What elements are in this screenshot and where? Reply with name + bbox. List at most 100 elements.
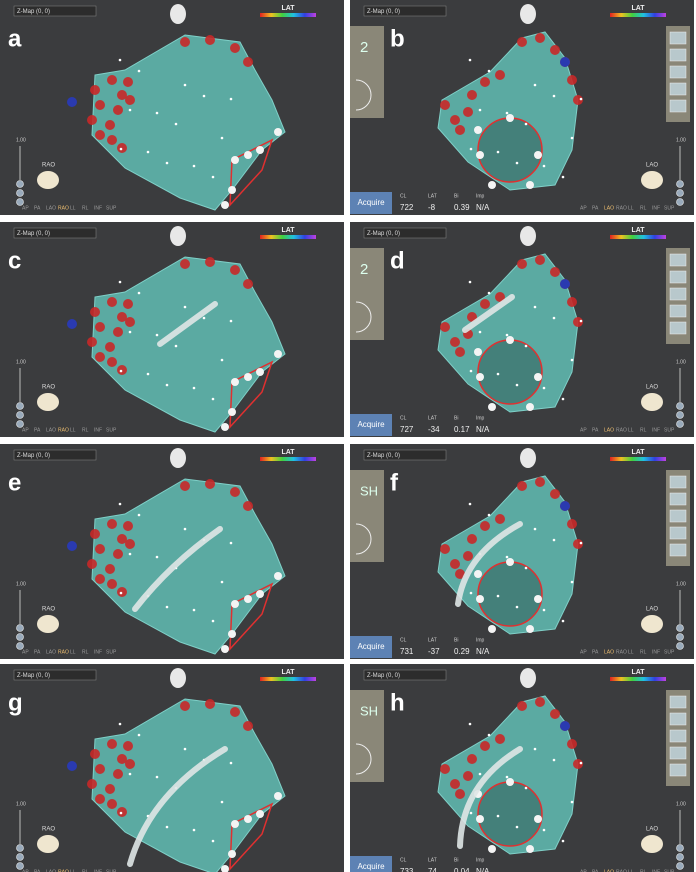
view-button[interactable]: SUP	[106, 427, 117, 433]
toolbar-button[interactable]	[670, 322, 686, 334]
red-point	[107, 75, 117, 85]
toolbar-button[interactable]	[670, 713, 686, 725]
view-button[interactable]: LL	[628, 205, 634, 211]
view-button[interactable]: LAO	[46, 205, 56, 211]
view-button[interactable]: AP	[22, 649, 29, 655]
view-button[interactable]: AP	[22, 427, 29, 433]
red-point	[125, 539, 135, 549]
zoom-button[interactable]	[17, 190, 24, 197]
red-point	[550, 489, 560, 499]
white-marker	[231, 600, 239, 608]
view-button[interactable]: LL	[628, 649, 634, 655]
zoom-button[interactable]	[17, 625, 24, 632]
view-button[interactable]: RAO	[616, 427, 627, 433]
zoom-button[interactable]	[17, 854, 24, 861]
view-button[interactable]: SUP	[106, 205, 117, 211]
zoom-button[interactable]	[677, 412, 684, 419]
view-button[interactable]: PA	[592, 427, 599, 433]
view-button[interactable]: INF	[94, 649, 102, 655]
toolbar-button[interactable]	[670, 254, 686, 266]
view-button[interactable]: PA	[34, 205, 41, 211]
view-button[interactable]: AP	[580, 427, 587, 433]
toolbar-button[interactable]	[670, 83, 686, 95]
scale-label: 1.00	[16, 801, 26, 807]
view-button[interactable]: RL	[82, 649, 89, 655]
zoom-button[interactable]	[677, 199, 684, 206]
toolbar-button[interactable]	[670, 747, 686, 759]
view-button[interactable]: INF	[652, 649, 660, 655]
red-point	[230, 265, 240, 275]
toolbar-button[interactable]	[670, 100, 686, 112]
toolbar-button[interactable]	[670, 271, 686, 283]
toolbar-button[interactable]	[670, 305, 686, 317]
view-button[interactable]: LAO	[604, 649, 614, 655]
zoom-button[interactable]	[677, 421, 684, 428]
view-button[interactable]: LL	[628, 427, 634, 433]
toolbar-button[interactable]	[670, 764, 686, 776]
zoom-button[interactable]	[677, 854, 684, 861]
zoom-button[interactable]	[17, 845, 24, 852]
view-button[interactable]: RL	[640, 427, 647, 433]
toolbar-button[interactable]	[670, 66, 686, 78]
view-button[interactable]: RL	[82, 205, 89, 211]
view-button[interactable]: INF	[94, 427, 102, 433]
view-button[interactable]: RAO	[616, 649, 627, 655]
readout-value: 731	[400, 647, 414, 656]
view-button[interactable]: LAO	[604, 205, 614, 211]
view-button[interactable]: PA	[592, 205, 599, 211]
view-button[interactable]: PA	[34, 427, 41, 433]
zoom-button[interactable]	[17, 634, 24, 641]
zoom-button[interactable]	[677, 625, 684, 632]
white-point	[129, 553, 132, 556]
zoom-button[interactable]	[17, 181, 24, 188]
view-button[interactable]: RL	[82, 427, 89, 433]
toolbar-button[interactable]	[670, 49, 686, 61]
zoom-button[interactable]	[677, 845, 684, 852]
toolbar-button[interactable]	[670, 696, 686, 708]
view-button[interactable]: AP	[580, 649, 587, 655]
view-button[interactable]: LAO	[604, 427, 614, 433]
view-button[interactable]: PA	[34, 649, 41, 655]
zoom-button[interactable]	[677, 643, 684, 650]
view-button[interactable]: SUP	[664, 427, 675, 433]
view-button[interactable]: SUP	[106, 649, 117, 655]
view-button[interactable]: LL	[70, 205, 76, 211]
view-button[interactable]: PA	[592, 649, 599, 655]
view-button[interactable]: LL	[70, 649, 76, 655]
view-button[interactable]: AP	[580, 205, 587, 211]
zoom-button[interactable]	[17, 403, 24, 410]
view-button[interactable]: SUP	[664, 649, 675, 655]
toolbar-button[interactable]	[670, 32, 686, 44]
red-point	[440, 100, 450, 110]
white-marker	[244, 815, 252, 823]
zoom-button[interactable]	[17, 412, 24, 419]
view-button[interactable]: INF	[94, 205, 102, 211]
zoom-button[interactable]	[677, 190, 684, 197]
view-button[interactable]: RAO	[58, 649, 69, 655]
view-button[interactable]: AP	[22, 205, 29, 211]
view-button[interactable]: LL	[70, 427, 76, 433]
toolbar-button[interactable]	[670, 510, 686, 522]
view-button[interactable]: RL	[640, 205, 647, 211]
toolbar-button[interactable]	[670, 527, 686, 539]
toolbar-button[interactable]	[670, 288, 686, 300]
view-button[interactable]: RAO	[58, 427, 69, 433]
view-button[interactable]: SUP	[664, 205, 675, 211]
toolbar-button[interactable]	[670, 544, 686, 556]
view-button[interactable]: LAO	[46, 427, 56, 433]
view-button[interactable]: LAO	[46, 649, 56, 655]
toolbar-button[interactable]	[670, 476, 686, 488]
red-point	[107, 297, 117, 307]
view-button[interactable]: RAO	[58, 205, 69, 211]
view-button[interactable]: RAO	[616, 205, 627, 211]
zoom-button[interactable]	[677, 403, 684, 410]
view-button[interactable]: INF	[652, 427, 660, 433]
view-button[interactable]: RL	[640, 649, 647, 655]
view-button[interactable]: INF	[652, 205, 660, 211]
toolbar-button[interactable]	[670, 493, 686, 505]
toolbar-button[interactable]	[670, 730, 686, 742]
zoom-button[interactable]	[677, 863, 684, 870]
red-point	[480, 77, 490, 87]
zoom-button[interactable]	[677, 634, 684, 641]
zoom-button[interactable]	[677, 181, 684, 188]
